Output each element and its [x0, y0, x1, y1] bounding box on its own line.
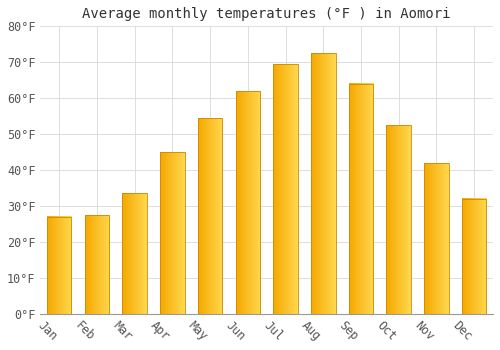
- Bar: [348, 84, 374, 314]
- Bar: [274, 64, 298, 314]
- Bar: [236, 91, 260, 314]
- Bar: [84, 215, 109, 314]
- Bar: [311, 53, 336, 314]
- Bar: [122, 194, 147, 314]
- Bar: [386, 125, 411, 314]
- Bar: [160, 152, 184, 314]
- Bar: [47, 217, 72, 314]
- Bar: [424, 163, 448, 314]
- Bar: [198, 118, 222, 314]
- Title: Average monthly temperatures (°F ) in Aomori: Average monthly temperatures (°F ) in Ao…: [82, 7, 451, 21]
- Bar: [462, 199, 486, 314]
